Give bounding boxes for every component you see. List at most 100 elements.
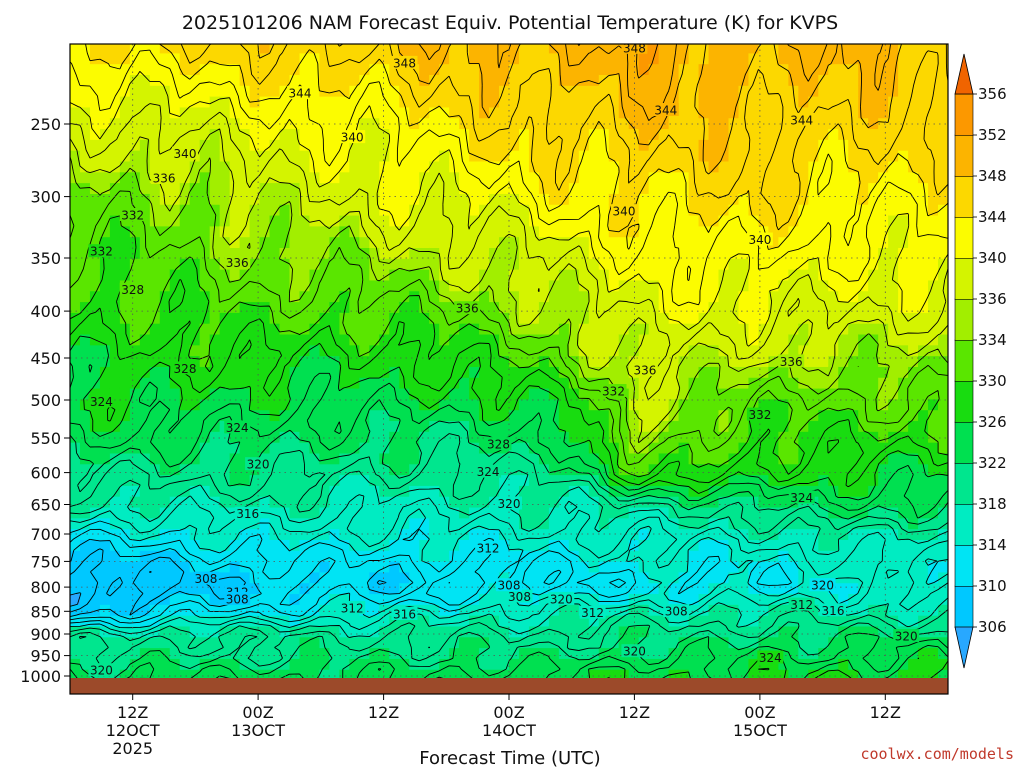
heatmap-cell — [159, 550, 171, 562]
heatmap-cell — [419, 420, 430, 432]
heatmap-cell — [359, 366, 370, 378]
heatmap-cell — [528, 398, 540, 411]
heatmap-cell — [688, 74, 700, 86]
heatmap-cell — [528, 550, 540, 562]
heatmap-cell — [578, 258, 590, 270]
heatmap-cell — [169, 636, 181, 649]
heatmap-cell — [459, 128, 470, 140]
heatmap-cell — [449, 290, 460, 303]
heatmap-cell — [79, 279, 91, 292]
heatmap-cell — [578, 225, 590, 238]
heatmap-cell — [768, 301, 779, 313]
heatmap-cell — [509, 269, 520, 281]
heatmap-cell — [828, 528, 839, 540]
heatmap-cell — [499, 420, 510, 432]
heatmap-cell — [269, 193, 281, 205]
heatmap-cell — [618, 214, 630, 227]
heatmap-cell — [409, 312, 420, 324]
heatmap-cell — [219, 615, 231, 627]
heatmap-cell — [818, 225, 829, 238]
heatmap-cell — [548, 96, 560, 108]
heatmap-cell — [439, 452, 450, 465]
heatmap-cell — [608, 550, 620, 562]
heatmap-cell — [578, 636, 590, 649]
heatmap-cell — [459, 539, 470, 551]
heatmap-cell — [129, 550, 141, 562]
heatmap-cell — [289, 377, 301, 389]
heatmap-cell — [648, 496, 660, 508]
heatmap-cell — [119, 593, 131, 605]
heatmap-cell — [199, 344, 211, 357]
heatmap-cell — [289, 247, 301, 259]
heatmap-cell — [668, 150, 680, 162]
heatmap-cell — [189, 312, 201, 324]
heatmap-cell — [89, 52, 101, 65]
heatmap-cell — [129, 290, 141, 303]
heatmap-cell — [798, 561, 809, 573]
heatmap-cell — [888, 452, 899, 465]
heatmap-cell — [339, 193, 350, 205]
heatmap-cell — [359, 398, 370, 411]
heatmap-cell — [479, 582, 490, 595]
heatmap-cell — [339, 636, 350, 649]
heatmap-cell — [808, 474, 819, 486]
heatmap-cell — [638, 74, 650, 86]
heatmap-cell — [149, 550, 161, 562]
heatmap-cell — [838, 85, 849, 97]
heatmap-cell — [518, 139, 530, 151]
heatmap-cell — [199, 182, 211, 194]
heatmap-cell — [568, 398, 580, 411]
heatmap-cell — [778, 247, 789, 259]
heatmap-cell — [359, 561, 370, 573]
heatmap-cell — [848, 506, 859, 519]
heatmap-cell — [209, 333, 221, 346]
heatmap-cell — [299, 214, 311, 227]
heatmap-cell — [79, 258, 91, 270]
heatmap-cell — [199, 517, 211, 530]
heatmap-cell — [419, 182, 430, 194]
heatmap-cell — [588, 214, 600, 227]
heatmap-cell — [119, 52, 131, 65]
heatmap-cell — [628, 301, 640, 313]
heatmap-cell — [598, 312, 610, 324]
heatmap-cell — [349, 96, 360, 108]
heatmap-cell — [688, 398, 700, 411]
heatmap-cell — [379, 582, 390, 595]
heatmap-cell — [888, 463, 899, 476]
heatmap-cell — [758, 204, 770, 216]
heatmap-cell — [399, 247, 410, 259]
heatmap-cell — [329, 517, 340, 530]
heatmap-cell — [339, 506, 350, 519]
heatmap-cell — [359, 582, 370, 595]
heatmap-cell — [289, 258, 301, 270]
heatmap-cell — [858, 214, 869, 227]
heatmap-cell — [129, 63, 141, 75]
heatmap-cell — [109, 74, 121, 86]
heatmap-cell — [89, 355, 101, 367]
heatmap-cell — [79, 474, 91, 486]
heatmap-cell — [439, 258, 450, 270]
heatmap-cell — [499, 225, 510, 238]
heatmap-cell — [698, 452, 710, 465]
heatmap-cell — [349, 193, 360, 205]
heatmap-cell — [888, 442, 899, 454]
heatmap-cell — [499, 139, 510, 151]
heatmap-cell — [149, 485, 161, 497]
heatmap-cell — [269, 279, 281, 292]
heatmap-cell — [79, 377, 91, 389]
heatmap-cell — [758, 182, 770, 194]
heatmap-cell — [598, 139, 610, 151]
heatmap-cell — [79, 485, 91, 497]
heatmap-cell — [728, 236, 740, 249]
heatmap-cell — [299, 258, 311, 270]
heatmap-cell — [239, 182, 251, 194]
heatmap-cell — [668, 463, 680, 476]
heatmap-cell — [329, 355, 340, 367]
heatmap-cell — [638, 193, 650, 205]
heatmap-cell — [588, 139, 600, 151]
heatmap-cell — [578, 182, 590, 194]
heatmap-cell — [79, 344, 91, 357]
heatmap-cell — [279, 117, 291, 130]
heatmap-cell — [628, 279, 640, 292]
heatmap-cell — [389, 582, 400, 595]
